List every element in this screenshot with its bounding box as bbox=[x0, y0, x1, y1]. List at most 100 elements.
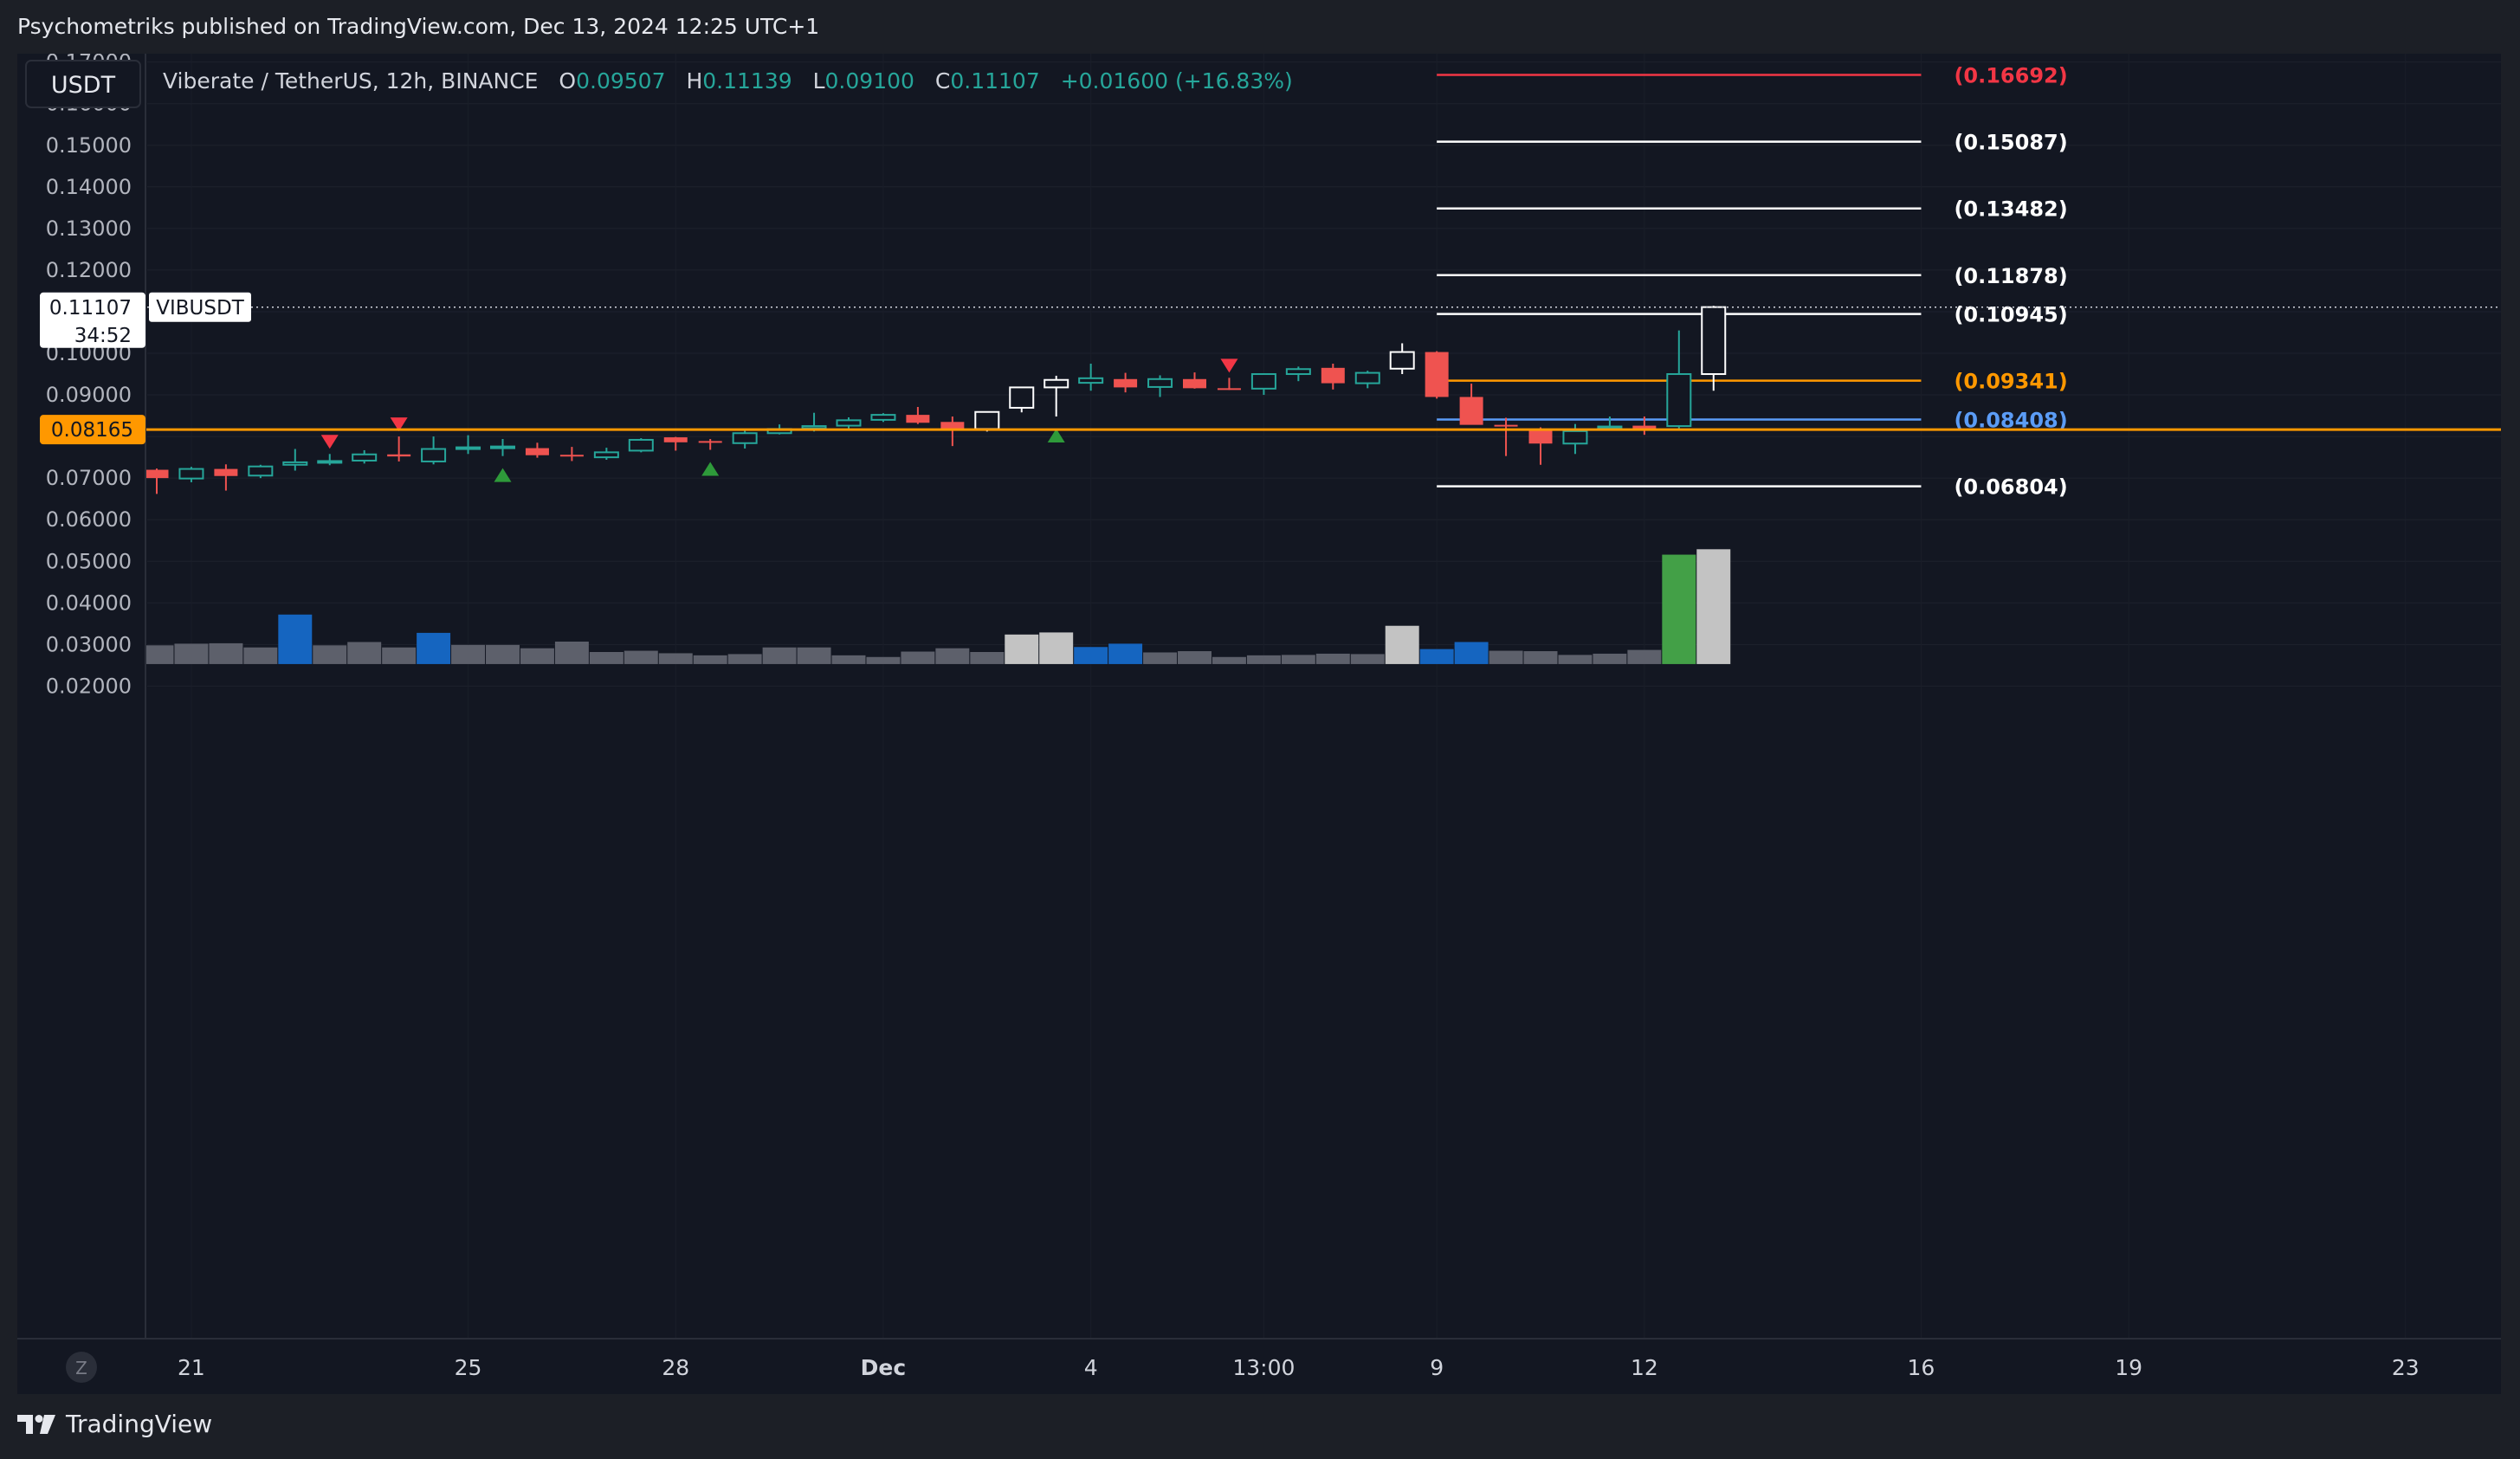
volume-bar bbox=[382, 647, 417, 664]
fib-level-label: (0.16692) bbox=[1954, 63, 2067, 87]
candle bbox=[663, 436, 688, 451]
price-scale[interactable] bbox=[17, 54, 145, 1339]
candle bbox=[732, 429, 758, 449]
time-tick-label: 19 bbox=[2115, 1355, 2142, 1380]
volume-bar bbox=[1385, 625, 1419, 664]
candle bbox=[1147, 375, 1173, 397]
close-value: 0.11107 bbox=[950, 68, 1039, 94]
time-scale[interactable] bbox=[17, 1339, 2501, 1394]
candle-body bbox=[663, 437, 688, 442]
sell-signal-marker bbox=[320, 435, 339, 449]
price-tick-label: 0.04000 bbox=[46, 591, 132, 615]
volume-bar bbox=[1005, 634, 1039, 664]
candle bbox=[1321, 364, 1345, 390]
volume-bar bbox=[727, 654, 762, 664]
chart-area[interactable]: (0.16692) (0.15087) (0.13482) (0.11878) (0.1… bbox=[17, 54, 2501, 1394]
candle bbox=[906, 406, 930, 424]
candle bbox=[1632, 416, 1657, 436]
time-tick-label: 28 bbox=[662, 1355, 689, 1380]
volume-bar bbox=[139, 645, 174, 664]
candle-body bbox=[559, 455, 584, 457]
time-tick-label: 4 bbox=[1084, 1355, 1098, 1380]
candle-body bbox=[1597, 425, 1623, 429]
volume-bar bbox=[1662, 554, 1696, 664]
candle-body bbox=[974, 410, 1000, 430]
publish-header: Psychometriks published on TradingView.c… bbox=[0, 0, 2520, 54]
volume-bar bbox=[935, 648, 970, 664]
volume-bar bbox=[1315, 653, 1350, 664]
candle-body bbox=[1183, 378, 1206, 389]
candle bbox=[1009, 386, 1035, 413]
volume-bar bbox=[1143, 652, 1178, 664]
candle-body bbox=[352, 453, 378, 462]
fib-level-label: (0.11878) bbox=[1954, 264, 2067, 288]
candle bbox=[1217, 378, 1241, 391]
buy-signal-marker bbox=[1047, 429, 1065, 443]
low-label: L bbox=[813, 68, 825, 94]
candle-body bbox=[317, 460, 343, 464]
last-price-tag: 0.11107 34:52 VIBUSDT bbox=[40, 292, 251, 348]
price-tick-label: 0.14000 bbox=[46, 175, 132, 199]
candle bbox=[1114, 372, 1138, 393]
price-axis-labels: 0.170000.160000.150000.140000.130000.120… bbox=[46, 54, 132, 698]
currency-button[interactable]: USDT bbox=[25, 60, 141, 108]
last-price-label: 0.11107 bbox=[49, 297, 132, 320]
candlestick-series bbox=[145, 306, 1727, 494]
volume-bar bbox=[1350, 654, 1385, 664]
volume-bar bbox=[1454, 642, 1489, 664]
fib-level-label: (0.13482) bbox=[1954, 197, 2067, 222]
tradingview-logo[interactable]: TradingView bbox=[17, 1410, 212, 1438]
volume-bar bbox=[209, 642, 243, 664]
bar-countdown-label: 34:52 bbox=[74, 325, 132, 347]
candle bbox=[1666, 330, 1692, 429]
candle bbox=[628, 438, 654, 453]
ohlc-legend: Viberate / TetherUS, 12h, BINANCE O0.095… bbox=[163, 68, 1293, 94]
volume-bar bbox=[1696, 549, 1731, 664]
volume-bar bbox=[174, 643, 209, 664]
grid-layer bbox=[147, 54, 2501, 1339]
candle bbox=[1528, 427, 1553, 465]
volume-bar bbox=[831, 655, 866, 664]
candle bbox=[145, 468, 169, 494]
buy-signal-marker bbox=[701, 462, 720, 476]
volume-bar bbox=[313, 645, 347, 664]
horizontal-level[interactable] bbox=[17, 307, 2501, 431]
time-tick-label: 13:00 bbox=[1232, 1355, 1295, 1380]
signal-markers bbox=[320, 358, 1238, 482]
symbol-tag-label: VIBUSDT bbox=[156, 297, 244, 320]
candle-body bbox=[1425, 352, 1449, 397]
candle bbox=[1183, 372, 1206, 389]
candle-body bbox=[1494, 424, 1518, 427]
candle-body bbox=[1321, 367, 1345, 384]
volume-bar bbox=[278, 614, 313, 664]
candle bbox=[1044, 375, 1069, 417]
candle-body bbox=[421, 448, 447, 462]
candle bbox=[1562, 423, 1588, 455]
candle bbox=[178, 467, 204, 482]
tradingview-brand: TradingView bbox=[66, 1410, 213, 1438]
timezone-button[interactable]: Z bbox=[66, 1352, 97, 1383]
volume-bar bbox=[1627, 649, 1662, 664]
candle bbox=[940, 416, 965, 447]
open-value: 0.09507 bbox=[576, 68, 665, 94]
volume-bar bbox=[1281, 655, 1315, 664]
candle bbox=[1597, 416, 1623, 429]
level-price-label: 0.08165 bbox=[51, 419, 133, 442]
price-tick-label: 0.05000 bbox=[46, 549, 132, 573]
timezone-label: Z bbox=[75, 1358, 87, 1378]
candle-body bbox=[593, 451, 619, 459]
candle bbox=[214, 464, 238, 491]
volume-bar bbox=[486, 644, 520, 664]
price-tick-label: 0.06000 bbox=[46, 507, 132, 532]
volume-bar bbox=[1212, 656, 1246, 664]
fib-level-label: (0.10945) bbox=[1954, 303, 2067, 327]
candle-body bbox=[525, 448, 549, 455]
tradingview-logo-icon bbox=[17, 1414, 55, 1434]
volume-bar bbox=[762, 647, 797, 664]
time-tick-label: Dec bbox=[861, 1355, 907, 1380]
candle-body bbox=[1562, 429, 1588, 445]
volume-bar bbox=[970, 651, 1005, 664]
volume-bar bbox=[243, 647, 278, 664]
volume-bar bbox=[901, 651, 935, 664]
fib-level-label: (0.15087) bbox=[1954, 131, 2067, 155]
